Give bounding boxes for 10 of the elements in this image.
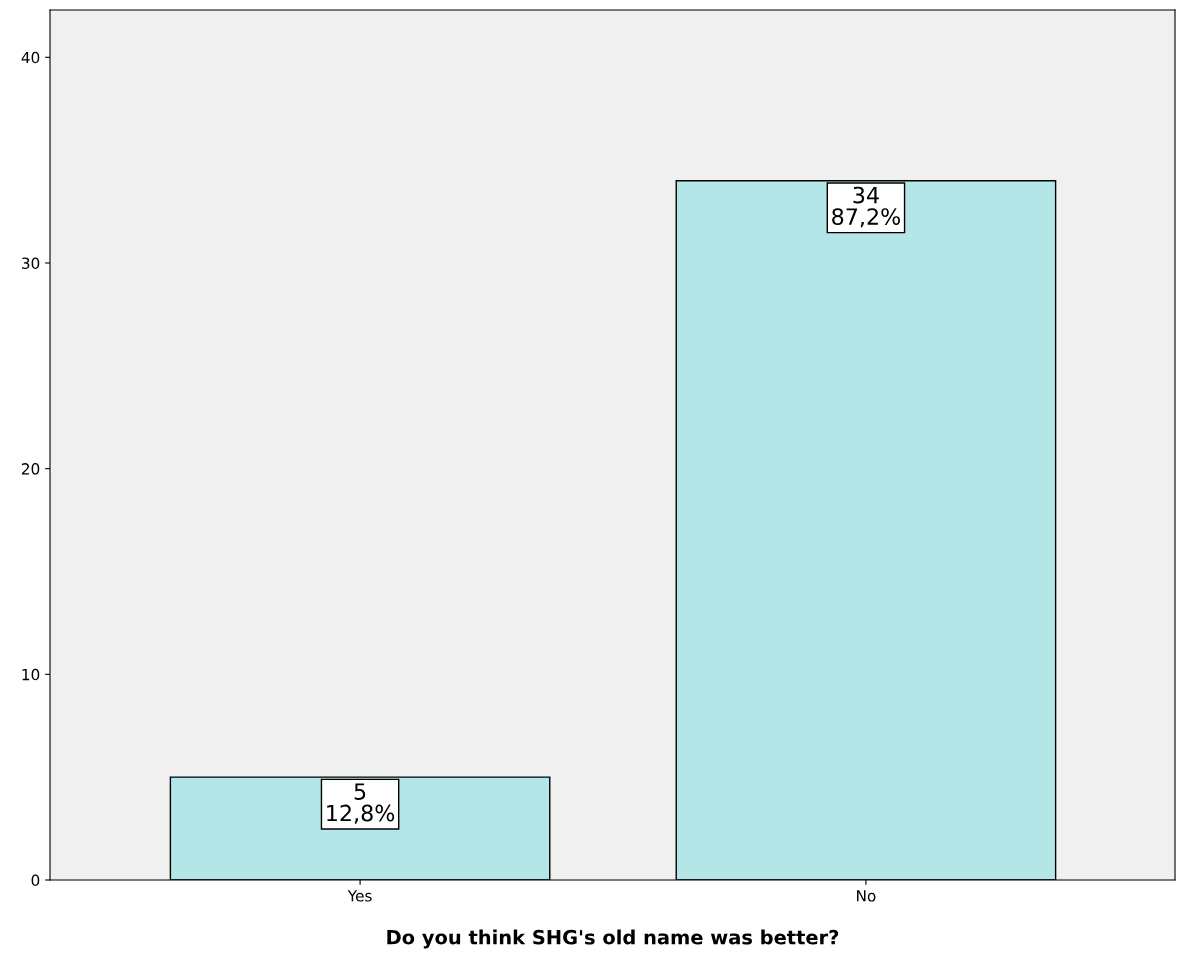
x-tick-label: No — [857, 890, 876, 902]
y-tick-label: 10 — [22, 668, 40, 681]
y-tick-label: 20 — [21, 463, 40, 475]
x-tick-label: Yes — [347, 890, 372, 902]
y-tick-label: 40 — [21, 51, 40, 64]
data-label: 5 12,8% — [327, 783, 395, 824]
y-tick-label: 0 — [31, 874, 40, 887]
data-label: 34 87,2% — [832, 186, 900, 228]
x-axis-title: Do you think SHG's old name was better? — [387, 929, 839, 949]
y-tick-label: 30 — [22, 257, 40, 269]
